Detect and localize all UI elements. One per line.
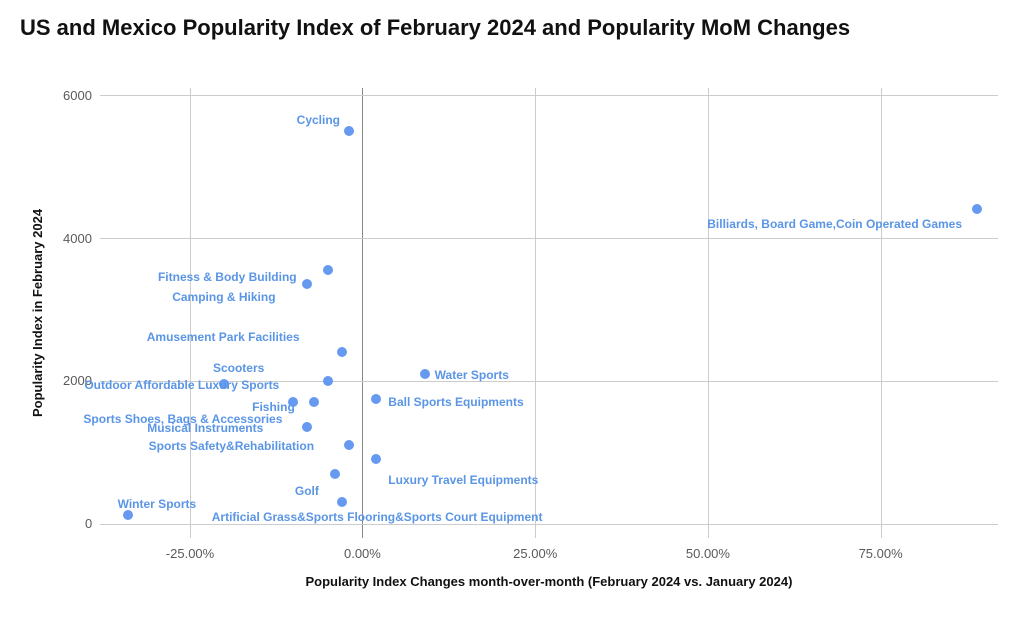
data-label: Musical Instruments [147, 421, 263, 435]
data-point [288, 397, 298, 407]
data-label: Fitness & Body Building [158, 270, 297, 284]
data-point [302, 422, 312, 432]
data-label: Luxury Travel Equipments [388, 473, 538, 487]
x-tick-label: -25.00% [166, 546, 214, 561]
data-point [323, 376, 333, 386]
y-tick-label: 0 [85, 516, 92, 531]
data-label: Sports Safety&Rehabilitation [149, 439, 314, 453]
x-tick-label: 75.00% [859, 546, 903, 561]
y-axis-title: Popularity Index in February 2024 [30, 209, 45, 417]
x-gridline [190, 88, 191, 538]
y-gridline [100, 238, 998, 239]
x-tick-label: 50.00% [686, 546, 730, 561]
data-label: Billiards, Board Game,Coin Operated Game… [707, 217, 962, 231]
x-gridline [708, 88, 709, 538]
plot-area: -25.00%0.00%25.00%50.00%75.00%0200040006… [100, 88, 998, 538]
data-label: Ball Sports Equipments [388, 395, 523, 409]
y-tick-label: 4000 [63, 231, 92, 246]
x-tick-label: 0.00% [344, 546, 381, 561]
data-point [344, 126, 354, 136]
y-tick-label: 6000 [63, 88, 92, 103]
figure: US and Mexico Popularity Index of Februa… [0, 0, 1024, 635]
data-point [323, 265, 333, 275]
data-label: Scooters [213, 361, 264, 375]
data-label: Water Sports [435, 368, 509, 382]
x-gridline [535, 88, 536, 538]
data-label: Golf [295, 484, 319, 498]
data-label: Amusement Park Facilities [147, 330, 300, 344]
x-axis-title: Popularity Index Changes month-over-mont… [306, 574, 793, 589]
data-point [344, 440, 354, 450]
data-point [123, 510, 133, 520]
data-point [972, 204, 982, 214]
x-tick-label: 25.00% [513, 546, 557, 561]
x-gridline [881, 88, 882, 538]
data-point [330, 469, 340, 479]
data-label: Artificial Grass&Sports Flooring&Sports … [212, 510, 543, 524]
data-label: Camping & Hiking [172, 290, 275, 304]
data-point [302, 279, 312, 289]
data-point [309, 397, 319, 407]
data-point [337, 347, 347, 357]
data-point [420, 369, 430, 379]
x-zero-line [362, 88, 363, 538]
y-gridline [100, 95, 998, 96]
data-label: Outdoor Affordable Luxury Sports [84, 378, 279, 392]
data-point [371, 454, 381, 464]
data-point [371, 394, 381, 404]
data-label: Winter Sports [118, 497, 197, 511]
chart-title: US and Mexico Popularity Index of Februa… [20, 14, 1004, 42]
data-label: Cycling [297, 113, 340, 127]
data-point [337, 497, 347, 507]
